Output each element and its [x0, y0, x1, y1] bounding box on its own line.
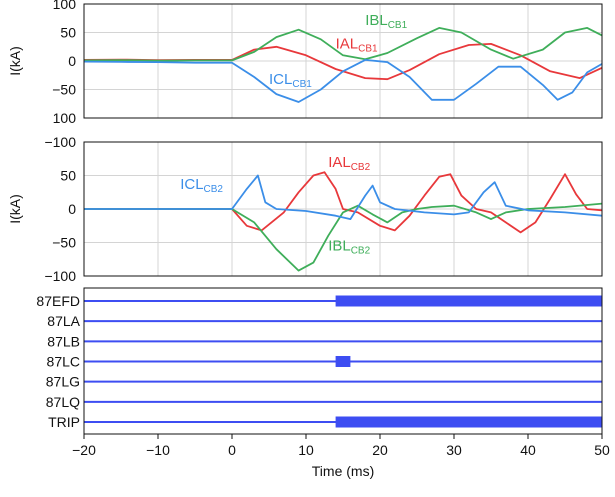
y-tick-label: −50 — [52, 82, 76, 98]
x-tick-label: 50 — [594, 442, 610, 458]
y-tick-label: 100 — [53, 110, 77, 126]
series-line-icl — [83, 59, 603, 103]
channel-label: TRIP — [48, 414, 80, 430]
channel-label: 87EFD — [36, 293, 80, 309]
series-line-icl — [84, 174, 603, 220]
x-tick-label: 40 — [520, 442, 536, 458]
channel-active-bar — [335, 295, 602, 307]
y-tick-label: 0 — [68, 53, 76, 69]
plot-frame — [83, 287, 603, 435]
channel-label: 87LG — [46, 374, 80, 390]
y-tick-label: −50 — [52, 235, 76, 251]
channel-label: 87LA — [47, 313, 80, 329]
series-label-ibl: IBLCB1 — [365, 12, 407, 31]
plot-frame — [83, 141, 603, 277]
x-tick-label: 10 — [298, 442, 314, 458]
y-tick-label: −100 — [44, 268, 76, 284]
channel-label: 87LQ — [46, 394, 80, 410]
y-tick-label: 100 — [53, 0, 77, 12]
series-label-ial: IALCB1 — [336, 35, 378, 54]
x-tick-label: 30 — [446, 442, 462, 458]
series-label-ial: IALCB2 — [328, 154, 370, 173]
channel-label: 87LB — [47, 333, 80, 349]
y-axis-label: I(kA) — [7, 194, 23, 224]
x-tick-label: −10 — [146, 442, 170, 458]
channel-label: 87LC — [47, 354, 80, 370]
x-axis: −20 −10 0 10 20 30 40 50 Time (ms) — [72, 434, 610, 479]
y-tick-label: 50 — [60, 168, 76, 184]
plot-frame — [83, 3, 603, 119]
series-label-icl: ICLCB2 — [180, 176, 223, 195]
y-tick-label: 50 — [60, 25, 76, 41]
y-axis-label: I(kA) — [7, 46, 23, 76]
series-label-ibl: IBLCB2 — [328, 238, 370, 257]
x-tick-label: 0 — [228, 442, 236, 458]
series-line-ibl — [84, 202, 603, 272]
x-tick-label: −20 — [72, 442, 96, 458]
x-axis-label: Time (ms) — [312, 463, 374, 479]
panel-cb1: 100 50 0 −50 100 I(kA) IALCB1 IBLCB1 ICLCB1 — [7, 0, 603, 126]
panel-cb2: −100 50 0 −50 −100 I(kA) IALCB2 IBLCB2 ICLCB2 — [7, 134, 603, 284]
y-tick-label: 0 — [68, 201, 76, 217]
channel-active-bar — [335, 356, 351, 367]
channel-active-bar — [335, 416, 602, 428]
series-line-ial — [84, 171, 603, 234]
panel-digital: 87EFD 87LA 87LB 87LC 87LG 87LQ TRIP — [36, 287, 603, 435]
x-tick-label: 20 — [372, 442, 388, 458]
y-tick-label: −100 — [44, 134, 76, 150]
series-label-icl: ICLCB1 — [269, 71, 312, 90]
